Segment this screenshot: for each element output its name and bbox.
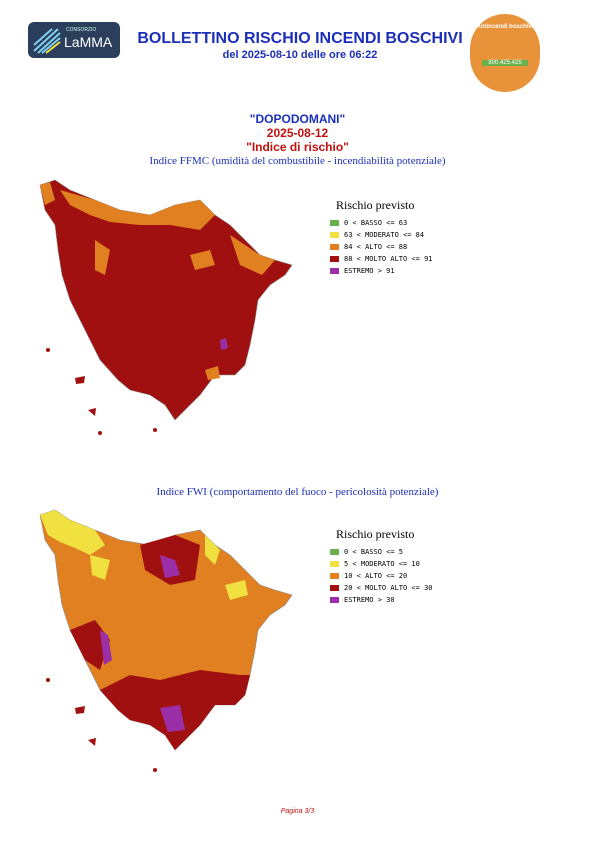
legend-title: Rischio previsto xyxy=(336,527,415,541)
legend-swatch xyxy=(330,232,339,238)
legend-item: ESTREMO > 91 xyxy=(330,265,433,277)
legend-label: 5 < MODERATO <= 10 xyxy=(344,560,420,568)
legend-swatch xyxy=(330,220,339,226)
logo-small: CONSORZIO xyxy=(66,27,97,33)
legend-label: 0 < BASSO <= 5 xyxy=(344,548,404,556)
legend-swatch xyxy=(330,597,339,603)
legend-item: 63 < MODERATO <= 84 xyxy=(330,229,433,241)
logo: CONSORZIO LaMMA xyxy=(28,22,120,58)
logo-name: LaMMA xyxy=(64,34,113,50)
map-ffmc xyxy=(39,179,293,435)
legend-swatch xyxy=(330,585,339,591)
caption: Indice FWI (comportamento del fuoco - pe… xyxy=(156,486,439,498)
legend-label: 0 < BASSO <= 63 xyxy=(344,219,408,227)
legend-item: 0 < BASSO <= 5 xyxy=(330,546,433,558)
legend-swatch xyxy=(330,256,339,262)
legend-swatch xyxy=(330,549,339,555)
label: "Indice di rischio" xyxy=(246,140,349,154)
badge-phone: 800.425.425 xyxy=(482,60,528,66)
legend-label: 10 < ALTO <= 20 xyxy=(344,572,408,580)
subtitle: del 2025-08-10 delle ore 06:22 xyxy=(222,49,378,61)
legend-item: ESTREMO > 30 xyxy=(330,594,433,606)
map-fwi xyxy=(39,509,293,772)
badge-text: Antincendi boschivi xyxy=(476,24,534,30)
day: "DOPODOMANI" xyxy=(249,112,346,126)
legend-label: 20 < MOLTO ALTO <= 30 xyxy=(344,584,433,592)
legend-swatch xyxy=(330,561,339,567)
legend-title: Rischio previsto xyxy=(336,198,415,212)
page-number: Pagina 3/3 xyxy=(280,808,315,815)
legend-item: 88 < MOLTO ALTO <= 91 xyxy=(330,253,433,265)
legend-label: ESTREMO > 30 xyxy=(344,596,395,604)
legend-label: 63 < MODERATO <= 84 xyxy=(344,231,425,239)
caption: Indice FFMC (umidità del combustibile - … xyxy=(149,155,446,167)
legend-item: 10 < ALTO <= 20 xyxy=(330,570,433,582)
legend-swatch xyxy=(330,573,339,579)
legend-item: 5 < MODERATO <= 10 xyxy=(330,558,433,570)
legend-label: 84 < ALTO <= 88 xyxy=(344,243,408,251)
legend-item: 20 < MOLTO ALTO <= 30 xyxy=(330,582,433,594)
legend: Rischio previsto 0 < BASSO <= 5 5 < MODER… xyxy=(330,527,433,606)
legend-label: 88 < MOLTO ALTO <= 91 xyxy=(344,255,433,263)
legend-label: ESTREMO > 91 xyxy=(344,267,395,275)
legend-swatch xyxy=(330,268,339,274)
title: BOLLETTINO RISCHIO INCENDI BOSCHIVI xyxy=(137,30,463,47)
badge: Antincendi boschivi 800.425.425 xyxy=(470,14,540,92)
legend-item: 0 < BASSO <= 63 xyxy=(330,217,433,229)
legend: Rischio previsto 0 < BASSO <= 63 63 < MOD… xyxy=(330,198,433,277)
logo-icon xyxy=(33,28,61,54)
legend-swatch xyxy=(330,244,339,250)
date: 2025-08-12 xyxy=(266,126,329,140)
legend-item: 84 < ALTO <= 88 xyxy=(330,241,433,253)
